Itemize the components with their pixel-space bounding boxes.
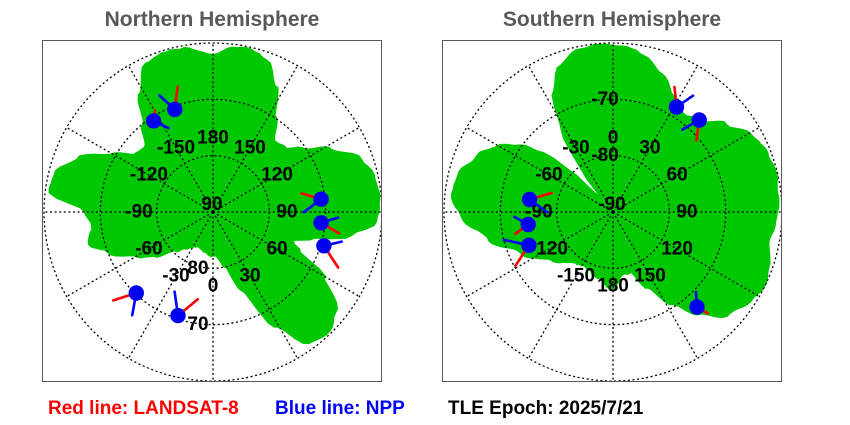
svg-text:150: 150 xyxy=(234,137,266,158)
svg-text:-60: -60 xyxy=(135,239,162,260)
svg-text:-30: -30 xyxy=(162,266,189,287)
svg-text:150: 150 xyxy=(634,266,666,287)
svg-text:-150: -150 xyxy=(157,137,195,158)
svg-text:120: 120 xyxy=(261,165,293,186)
svg-text:180: 180 xyxy=(197,128,229,149)
svg-text:120: 120 xyxy=(661,239,693,260)
svg-text:0: 0 xyxy=(208,276,219,297)
svg-text:30: 30 xyxy=(239,266,260,287)
svg-text:60: 60 xyxy=(267,239,288,260)
svg-text:-30: -30 xyxy=(562,137,589,158)
svg-text:-90: -90 xyxy=(125,202,152,223)
svg-text:-60: -60 xyxy=(535,165,562,186)
svg-text:80: 80 xyxy=(187,258,208,279)
svg-text:90: 90 xyxy=(276,202,297,223)
svg-text:-90: -90 xyxy=(598,194,625,215)
svg-text:90: 90 xyxy=(201,194,222,215)
svg-text:-150: -150 xyxy=(557,266,595,287)
svg-text:180: 180 xyxy=(597,276,629,297)
svg-text:70: 70 xyxy=(187,314,208,335)
svg-text:90: 90 xyxy=(676,202,697,223)
svg-text:30: 30 xyxy=(639,137,660,158)
svg-text:-70: -70 xyxy=(591,89,618,110)
svg-text:-120: -120 xyxy=(130,165,168,186)
svg-text:-80: -80 xyxy=(591,145,618,166)
svg-text:60: 60 xyxy=(667,165,688,186)
